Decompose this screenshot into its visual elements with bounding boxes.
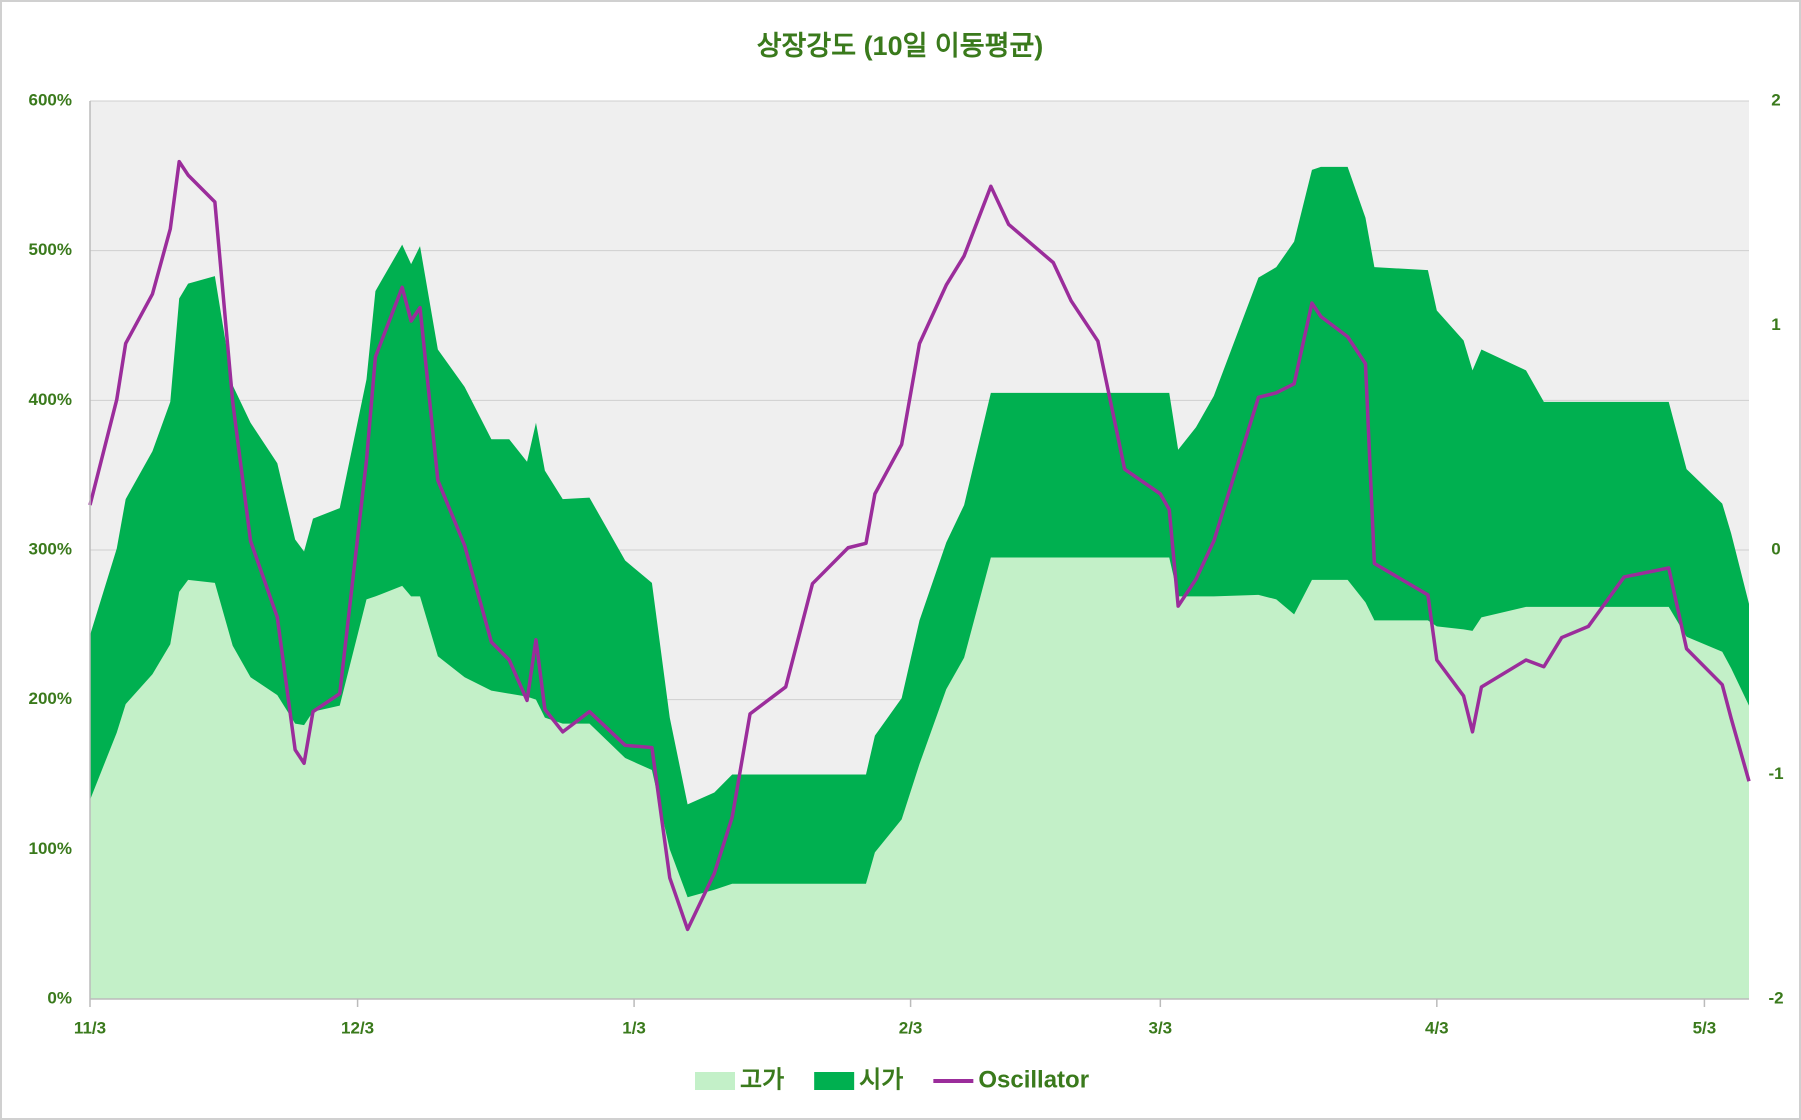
area — [90, 557, 1749, 999]
line — [88, 159, 1751, 932]
legend-swatch — [695, 1072, 735, 1090]
y-tick-label: 500% — [29, 240, 72, 259]
y2-tick-label: 2 — [1771, 90, 1780, 109]
y-tick-label: 0% — [47, 988, 72, 1007]
chart-title: 상장강도 (10일 이동평균) — [757, 31, 1044, 61]
x-tick-label: 11/3 — [74, 1018, 106, 1037]
legend-label: 시가 — [859, 1066, 903, 1093]
x-tick-label: 1/3 — [622, 1018, 646, 1037]
x-tick-label: 3/3 — [1149, 1018, 1173, 1037]
y-tick-label: 100% — [29, 839, 72, 858]
y-tick-label: 300% — [29, 539, 72, 558]
legend-label: 고가 — [740, 1066, 784, 1093]
x-tick-label: 2/3 — [899, 1018, 923, 1037]
legend-label: Oscillator — [978, 1066, 1089, 1093]
y2-tick-label: -1 — [1768, 764, 1783, 783]
x-tick-label: 4/3 — [1425, 1018, 1449, 1037]
y-tick-label: 600% — [29, 90, 72, 109]
y2-tick-label: 1 — [1771, 315, 1780, 334]
x-tick-label: 5/3 — [1693, 1018, 1717, 1037]
y-tick-label: 200% — [29, 689, 72, 708]
x-tick-label: 12/3 — [341, 1018, 374, 1037]
y2-tick-label: -2 — [1768, 988, 1783, 1007]
y2-tick-label: 0 — [1771, 539, 1780, 558]
legend-swatch — [814, 1072, 855, 1090]
y-tick-label: 400% — [29, 390, 72, 409]
